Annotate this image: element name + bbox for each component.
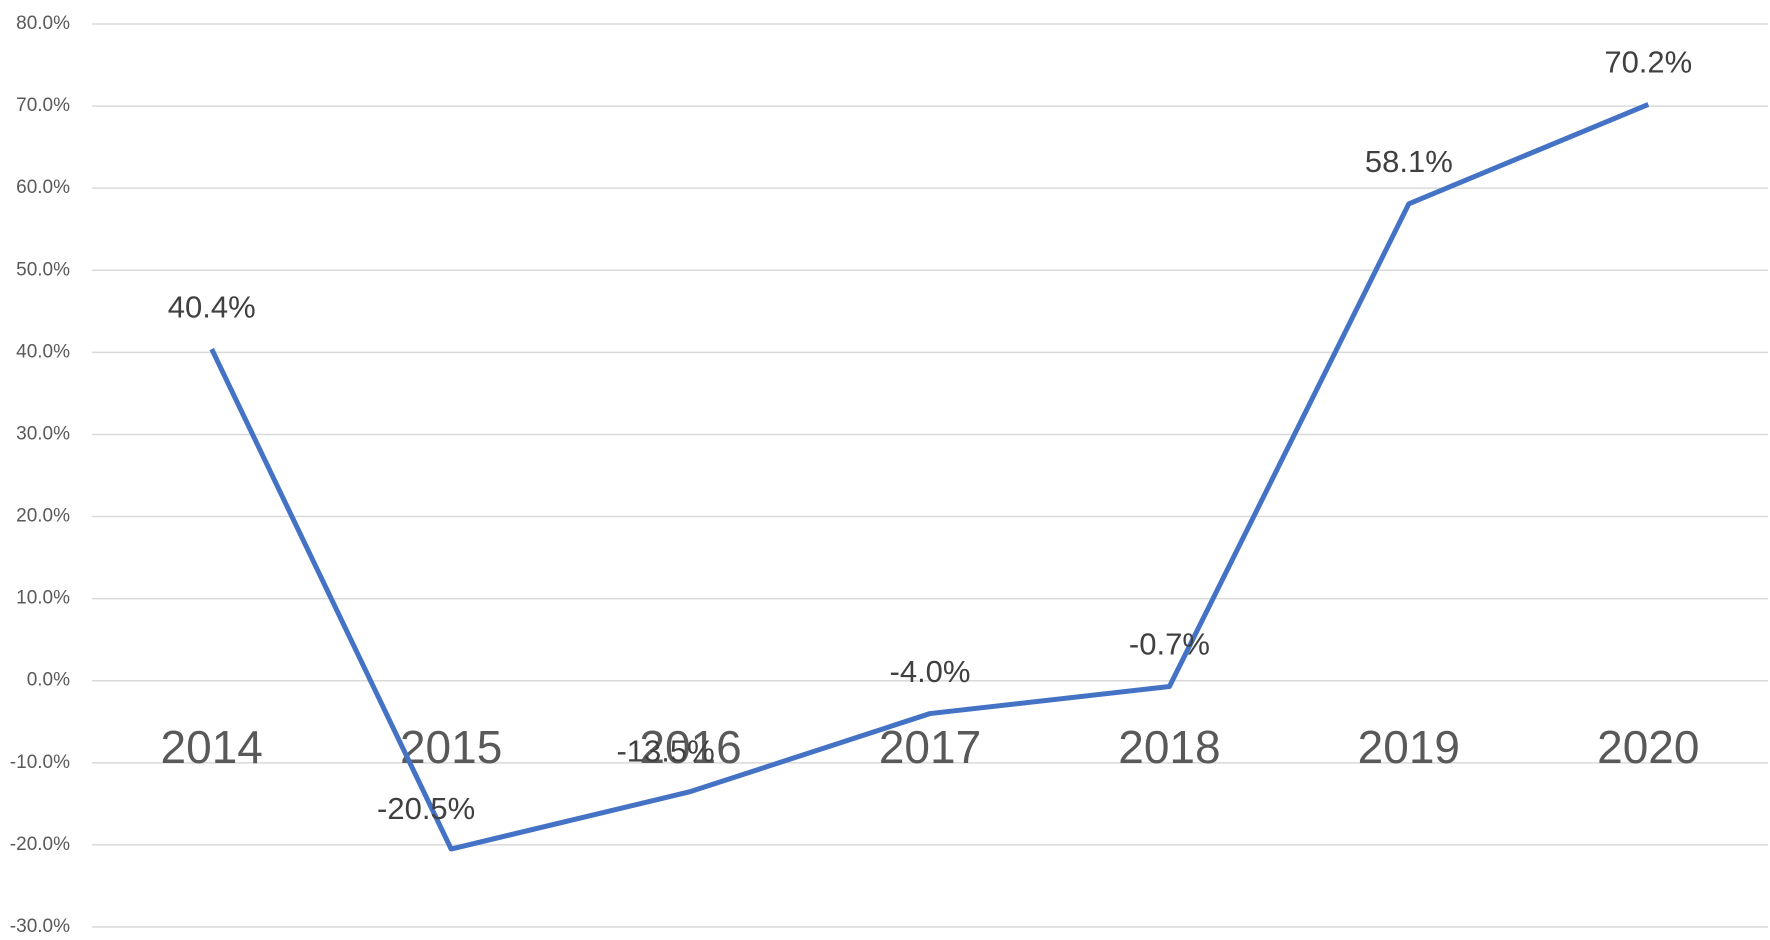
x-tick-label: 2016 — [639, 721, 741, 773]
y-tick-label: 40.0% — [16, 341, 70, 362]
x-tick-label: 2019 — [1358, 721, 1460, 773]
data-label: 70.2% — [1604, 45, 1692, 80]
x-tick-label: 2015 — [400, 721, 502, 773]
x-tick-label: 2020 — [1597, 721, 1699, 773]
y-tick-label: 80.0% — [16, 13, 70, 34]
data-label: -0.7% — [1129, 627, 1210, 662]
data-label: -4.0% — [890, 654, 971, 689]
y-tick-label: -20.0% — [10, 834, 70, 855]
y-tick-label: 60.0% — [16, 177, 70, 198]
data-label: -13.5% — [616, 734, 714, 769]
data-label: 40.4% — [168, 289, 256, 324]
y-tick-label: 20.0% — [16, 506, 70, 527]
data-label: 58.1% — [1365, 144, 1453, 179]
x-tick-label: 2017 — [879, 721, 981, 773]
y-tick-label: 50.0% — [16, 259, 70, 280]
y-tick-label: 70.0% — [16, 95, 70, 116]
y-tick-label: 30.0% — [16, 423, 70, 444]
y-tick-label: -10.0% — [10, 752, 70, 773]
data-label: -20.5% — [377, 791, 475, 826]
x-tick-label: 2014 — [161, 721, 263, 773]
line-series — [209, 102, 1650, 852]
y-tick-label: -30.0% — [10, 916, 70, 937]
y-tick-label: 10.0% — [16, 588, 70, 609]
x-tick-label: 2018 — [1118, 721, 1220, 773]
y-tick-label: 0.0% — [27, 670, 70, 691]
